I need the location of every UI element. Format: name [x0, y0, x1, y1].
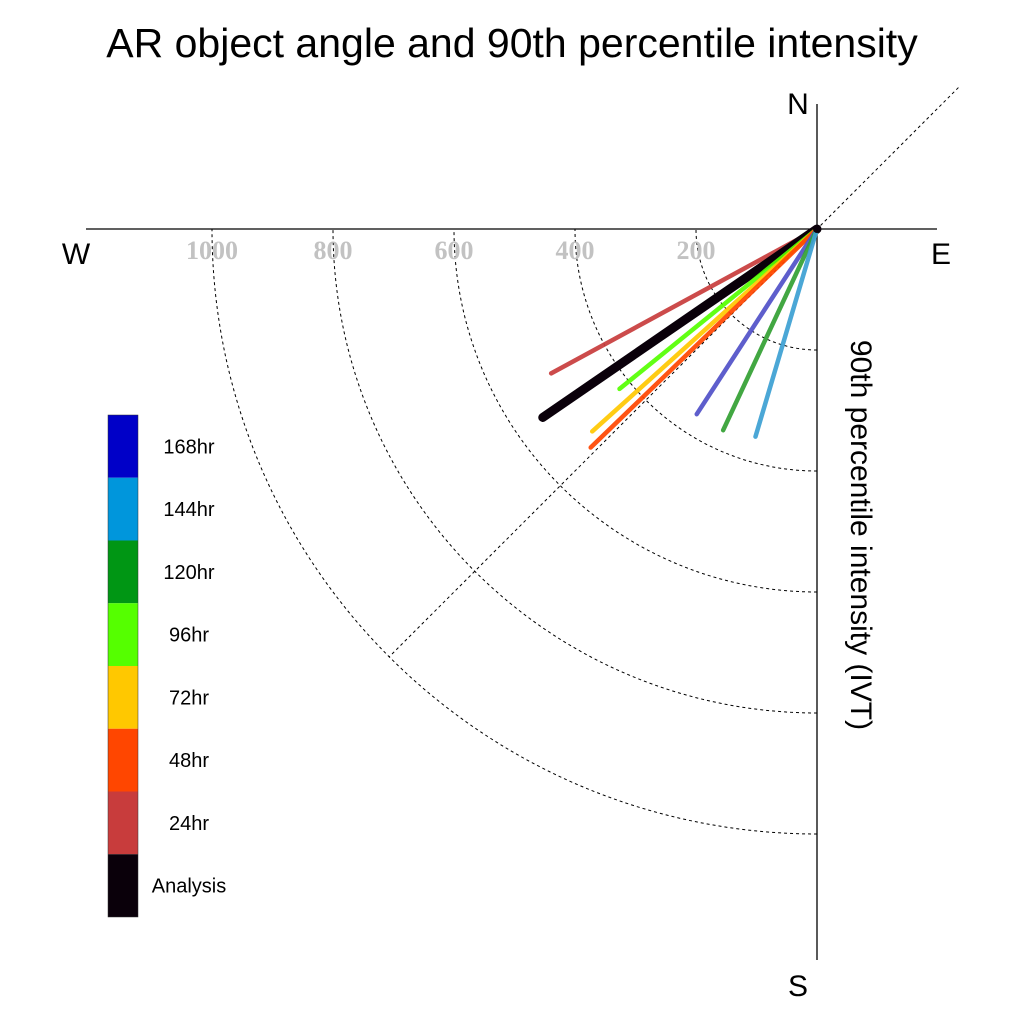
legend-swatch-168hr	[108, 415, 138, 478]
legend-swatch-analysis	[108, 854, 138, 917]
dashed-arc-600	[453, 228, 818, 593]
radial-tick-1000: 1000	[186, 236, 238, 265]
radial-tick-800: 800	[314, 236, 353, 265]
legend-swatch-48hr	[108, 728, 138, 792]
series-line-24hr	[548, 226, 820, 376]
legend-label-96hr: 96hr	[169, 625, 209, 647]
compass-north: N	[787, 88, 809, 121]
radial-tick-400: 400	[556, 236, 595, 265]
chart-title: AR object angle and 90th percentile inte…	[106, 20, 918, 66]
series-line-analysis	[538, 224, 822, 422]
diagonal-reference-line	[388, 87, 959, 658]
dashed-arc-800	[332, 228, 818, 714]
legend-label-72hr: 72hr	[169, 687, 209, 709]
compass-east: E	[931, 238, 951, 271]
series-line-144hr	[753, 226, 820, 439]
dashed-arc-400	[574, 228, 818, 472]
radial-tick-600: 600	[435, 236, 474, 265]
dashed-arc-200	[695, 228, 818, 351]
legend-label-120hr: 120hr	[163, 562, 214, 584]
series-line-120hr	[720, 226, 820, 433]
origin-point	[813, 225, 821, 233]
compass-west: W	[62, 238, 91, 271]
series-line-48hr	[588, 226, 820, 450]
legend-border	[107, 414, 139, 918]
legend-swatch-72hr	[108, 666, 138, 729]
legend-label-144hr: 144hr	[163, 499, 214, 521]
radial-tick-200: 200	[677, 236, 716, 265]
compass-south: S	[788, 970, 808, 1003]
legend-label-48hr: 48hr	[169, 750, 209, 772]
legend-label-168hr: 168hr	[163, 436, 214, 458]
series-line-168hr	[694, 226, 820, 417]
legend-swatch-96hr	[108, 603, 138, 666]
legend: 168hr 144hr 120hr 96hr 72hr 48hr 24hr Analysis	[107, 414, 226, 918]
legend-swatch-144hr	[108, 477, 138, 541]
legend-swatch-120hr	[108, 540, 138, 604]
grid	[211, 87, 959, 835]
legend-label-24hr: 24hr	[169, 813, 209, 835]
legend-swatch-24hr	[108, 791, 138, 855]
legend-label-analysis: Analysis	[152, 876, 226, 898]
radial-tick-labels: 1000 800 600 400 200	[186, 236, 716, 265]
series-group	[538, 224, 822, 450]
y-axis-label: 90th percentile intensity (IVT)	[844, 340, 877, 730]
